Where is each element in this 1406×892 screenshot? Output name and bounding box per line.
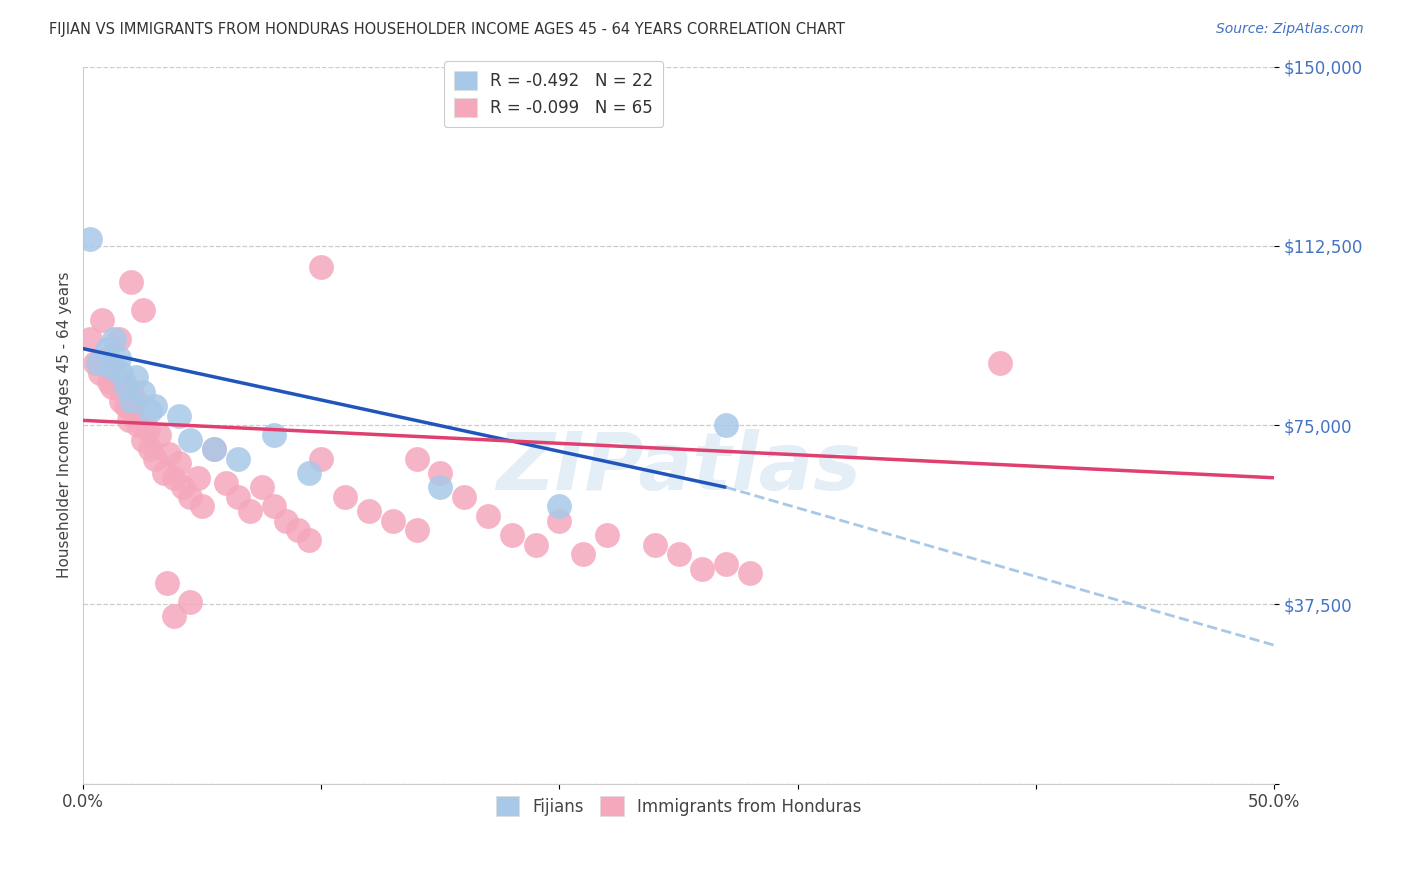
- Point: [988, 356, 1011, 370]
- Point: [357, 504, 380, 518]
- Point: [429, 466, 451, 480]
- Point: [226, 451, 249, 466]
- Point: [139, 442, 162, 456]
- Text: ZIPatlas: ZIPatlas: [496, 429, 860, 508]
- Point: [132, 384, 155, 399]
- Point: [263, 427, 285, 442]
- Point: [153, 466, 176, 480]
- Text: FIJIAN VS IMMIGRANTS FROM HONDURAS HOUSEHOLDER INCOME AGES 45 - 64 YEARS CORRELA: FIJIAN VS IMMIGRANTS FROM HONDURAS HOUSE…: [49, 22, 845, 37]
- Point: [120, 384, 142, 399]
- Point: [714, 557, 737, 571]
- Point: [644, 538, 666, 552]
- Point: [136, 423, 159, 437]
- Point: [524, 538, 547, 552]
- Text: Source: ZipAtlas.com: Source: ZipAtlas.com: [1216, 22, 1364, 37]
- Point: [101, 380, 124, 394]
- Point: [101, 360, 124, 375]
- Point: [548, 514, 571, 528]
- Point: [127, 418, 149, 433]
- Point: [98, 375, 121, 389]
- Point: [191, 500, 214, 514]
- Point: [596, 528, 619, 542]
- Point: [381, 514, 404, 528]
- Point: [112, 375, 135, 389]
- Point: [89, 366, 111, 380]
- Point: [714, 418, 737, 433]
- Point: [103, 332, 125, 346]
- Point: [157, 447, 180, 461]
- Point: [96, 342, 118, 356]
- Point: [163, 471, 186, 485]
- Point: [429, 480, 451, 494]
- Point: [311, 451, 333, 466]
- Point: [117, 413, 139, 427]
- Point: [132, 433, 155, 447]
- Point: [548, 500, 571, 514]
- Point: [226, 490, 249, 504]
- Point: [335, 490, 357, 504]
- Point: [311, 260, 333, 275]
- Point: [86, 356, 108, 370]
- Point: [572, 547, 595, 561]
- Point: [79, 332, 101, 346]
- Point: [477, 508, 499, 523]
- Point: [124, 370, 146, 384]
- Point: [167, 409, 190, 423]
- Point: [143, 399, 166, 413]
- Point: [501, 528, 523, 542]
- Point: [79, 232, 101, 246]
- Point: [179, 433, 201, 447]
- Point: [143, 451, 166, 466]
- Point: [108, 351, 131, 366]
- Point: [668, 547, 690, 561]
- Point: [274, 514, 297, 528]
- Point: [139, 404, 162, 418]
- Y-axis label: Householder Income Ages 45 - 64 years: Householder Income Ages 45 - 64 years: [58, 272, 72, 578]
- Point: [179, 490, 201, 504]
- Point: [405, 451, 427, 466]
- Point: [287, 524, 309, 538]
- Point: [110, 394, 132, 409]
- Point: [115, 399, 138, 413]
- Point: [250, 480, 273, 494]
- Point: [120, 275, 142, 289]
- Point: [239, 504, 262, 518]
- Point: [120, 394, 142, 409]
- Point: [132, 303, 155, 318]
- Point: [738, 566, 761, 581]
- Point: [263, 500, 285, 514]
- Legend: Fijians, Immigrants from Honduras: Fijians, Immigrants from Honduras: [485, 787, 872, 826]
- Point: [110, 366, 132, 380]
- Point: [103, 360, 125, 375]
- Point: [84, 356, 107, 370]
- Point: [405, 524, 427, 538]
- Point: [163, 609, 186, 624]
- Point: [124, 394, 146, 409]
- Point: [172, 480, 194, 494]
- Point: [187, 471, 209, 485]
- Point: [179, 595, 201, 609]
- Point: [202, 442, 225, 456]
- Point: [96, 351, 118, 366]
- Point: [115, 380, 138, 394]
- Point: [148, 427, 170, 442]
- Point: [108, 332, 131, 346]
- Point: [453, 490, 475, 504]
- Point: [156, 576, 179, 591]
- Point: [167, 457, 190, 471]
- Point: [215, 475, 238, 490]
- Point: [298, 466, 321, 480]
- Point: [91, 313, 114, 327]
- Point: [692, 561, 714, 575]
- Point: [122, 404, 145, 418]
- Point: [202, 442, 225, 456]
- Point: [298, 533, 321, 547]
